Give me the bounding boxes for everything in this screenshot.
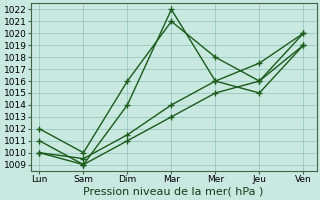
X-axis label: Pression niveau de la mer( hPa ): Pression niveau de la mer( hPa ) (84, 187, 264, 197)
